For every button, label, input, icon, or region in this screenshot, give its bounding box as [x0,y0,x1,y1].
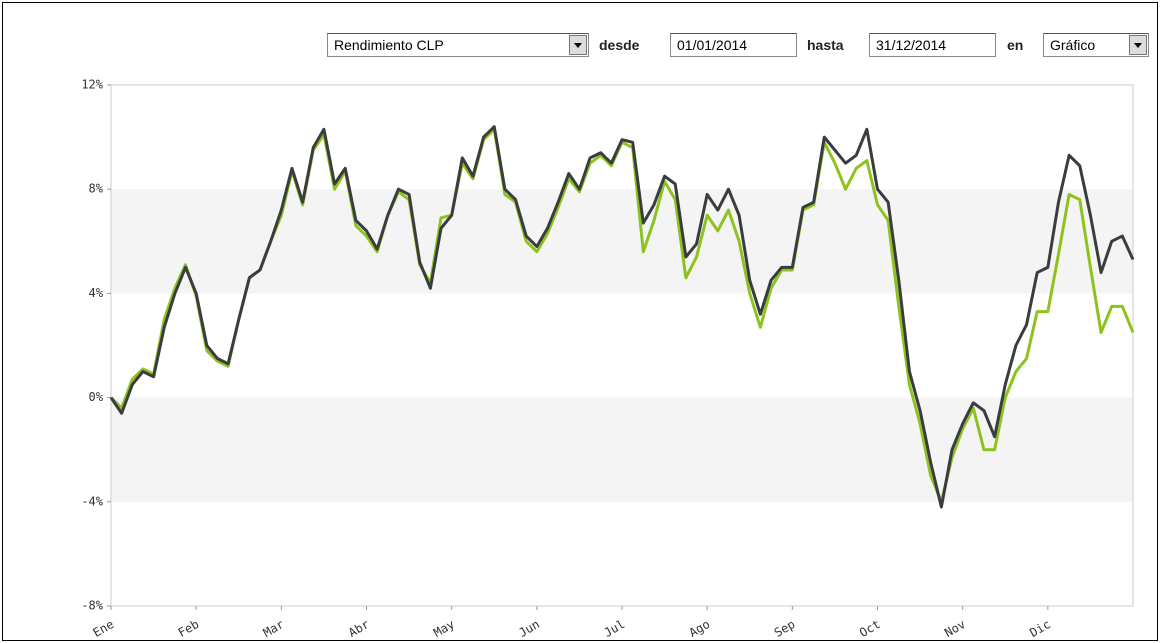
view-value: Gráfico [1050,37,1096,53]
measure-value: Rendimiento CLP [334,37,444,53]
x-tick-label: Feb [176,617,202,640]
to-label: hasta [807,37,844,53]
series-line [109,125,1135,509]
band [111,397,1133,502]
band [111,189,1133,294]
x-tick-label: Oct [857,617,883,640]
x-tick-label: Abr [346,617,372,640]
y-tick-label: 8% [89,182,104,196]
chart: -8% -4% 0% 4% 8% 12% Ene Feb Mar Abr May Jun Jul Ago S… [81,78,1135,640]
view-select[interactable]: Gráfico [1043,33,1149,57]
dropdown-arrow[interactable] [1129,35,1147,55]
from-label: desde [599,37,640,53]
y-tick-label: -8% [81,599,103,613]
y-tick-label: 4% [89,286,104,300]
x-tick-label: Nov [942,617,968,640]
measure-select[interactable]: Rendimiento CLP [327,33,589,57]
y-tick-label: -4% [81,494,103,508]
dropdown-arrow[interactable] [569,35,587,55]
to-input[interactable]: 31/12/2014 [869,33,996,57]
y-tick-label: 12% [81,78,103,92]
x-tick-label: Sep [772,617,798,640]
x-tick-label: Jul [601,617,627,640]
x-tick-label: Ago [687,617,713,640]
y-tick-label: 0% [89,390,104,404]
x-tick-label: Dic [1027,617,1053,640]
plot-border [110,84,1134,607]
x-tick-label: May [431,617,457,640]
view-label: en [1007,37,1024,53]
from-input[interactable]: 01/01/2014 [670,33,797,57]
x-tick-label: Mar [261,617,287,640]
x-tick-label: Jun [516,617,542,640]
x-tick-label: Ene [90,617,116,640]
